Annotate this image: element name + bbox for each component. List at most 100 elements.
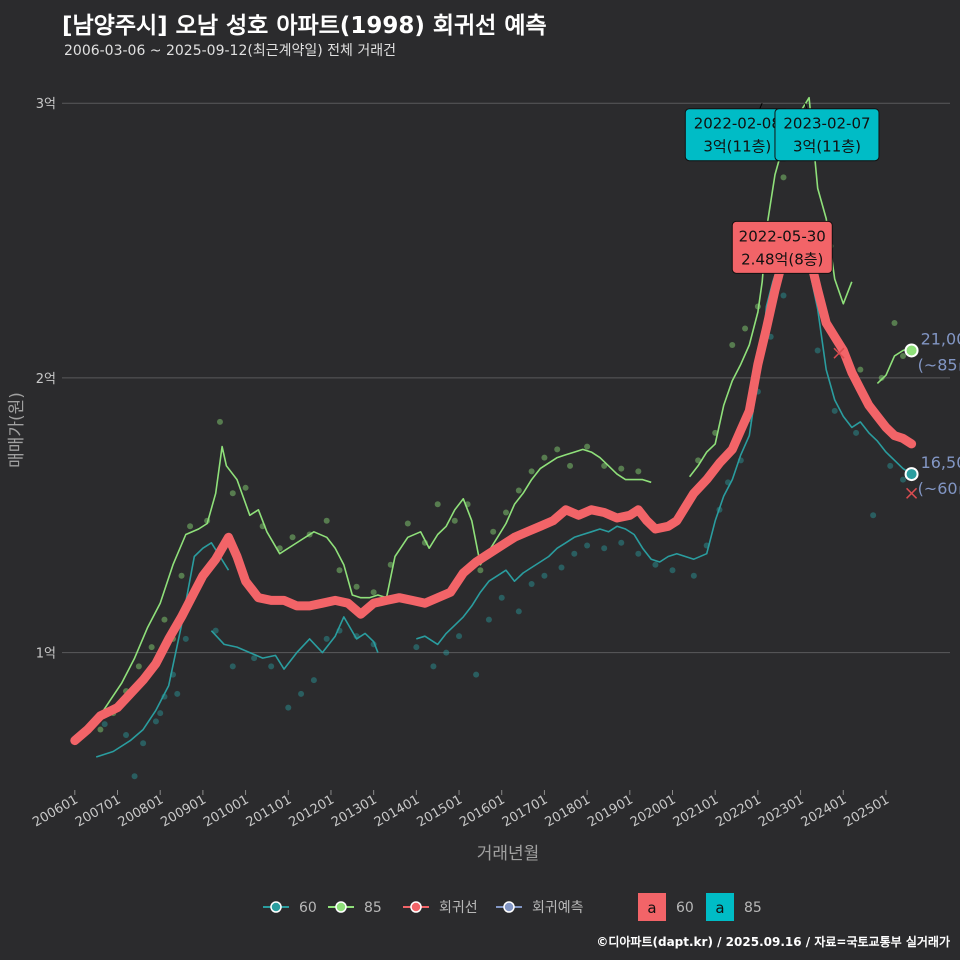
scatter-point-60 (101, 721, 108, 728)
y-tick-label: 3억 (36, 97, 56, 112)
end-area-label: (~85㎡) (918, 355, 960, 374)
scatter-point-85 (695, 457, 702, 464)
legend-marker-s85 (335, 901, 347, 913)
scatter-point-60 (140, 740, 147, 747)
annotation-price: 3억(11층) (793, 138, 861, 156)
annotation-date: 2023-02-07 (783, 115, 870, 133)
series-line-85 (95, 445, 652, 722)
scatter-point-85 (900, 352, 907, 359)
end-marker-s60 (904, 467, 919, 482)
scatter-point-60 (323, 635, 330, 642)
legend-marker-predict (503, 901, 515, 913)
scatter-point-60 (485, 616, 492, 623)
y-axis-label: 매매가(원) (7, 392, 27, 468)
scatter-point-85 (135, 663, 142, 670)
x-tick-label: 200901 (158, 792, 208, 830)
scatter-point-85 (404, 520, 411, 527)
scatter-point-85 (370, 589, 377, 596)
y-tick-label: 2억 (36, 372, 56, 387)
annotation-date: 2022-02-08 (694, 115, 781, 133)
series-lines (70, 96, 917, 758)
scatter-point-60 (528, 580, 535, 587)
scatter-point-60 (669, 567, 676, 574)
scatter-point-85 (178, 572, 185, 579)
x-tick-label: 201001 (201, 792, 251, 830)
scatter-point-60 (430, 663, 437, 670)
scatter-point-85 (161, 616, 168, 623)
scatter-point-85 (601, 462, 608, 469)
scatter-point-85 (451, 517, 458, 524)
scatter-point-60 (780, 292, 787, 299)
scatter-point-60 (152, 718, 159, 725)
annotation-box (731, 220, 833, 274)
legend-label: 회귀선 (439, 900, 478, 916)
scatter-point-85 (289, 534, 296, 541)
credit-footer: ©디아파트(dapt.kr) / 2025.09.16 / 자료=국토교통부 실… (596, 935, 950, 949)
series-line-60 (416, 250, 913, 646)
scatter-point-85 (490, 528, 497, 535)
scatter-point-85 (434, 501, 441, 508)
x-tick-label: 201601 (457, 792, 507, 830)
scatter-point-85 (857, 366, 864, 373)
scatter-point-85 (780, 174, 787, 181)
series-line-60 (95, 542, 230, 758)
chart-subtitle: 2006-03-06 ~ 2025-09-12(최근계약일) 전체 거래건 (64, 43, 396, 59)
scatter-point-60 (652, 561, 659, 568)
scatter-point-85 (618, 465, 625, 472)
series-line-60 (210, 616, 379, 670)
regression-line (70, 241, 917, 746)
scatter-point-60 (887, 462, 894, 469)
scatter-point-60 (123, 732, 130, 739)
end-area-label: (~60㎡) (918, 479, 960, 498)
scatter-point-60 (251, 655, 258, 662)
legend-label: 회귀예측 (532, 900, 584, 916)
x-tick-label: 201301 (329, 792, 379, 830)
legend: 60 85 회귀선 회귀예측 a 60 a 85 (263, 893, 762, 921)
scatter-point-85 (729, 341, 736, 348)
end-marker-s85 (904, 343, 919, 358)
x-tick-label: 201201 (286, 792, 336, 830)
scatter-point-60 (601, 545, 608, 552)
scatter-point-60 (558, 564, 565, 571)
legend-label: 85 (364, 900, 382, 916)
scatter-points (97, 113, 907, 780)
scatter-point-60 (182, 635, 189, 642)
scatter-point-85 (878, 374, 885, 381)
x-tick-label: 200601 (30, 792, 80, 830)
scatter-point-60 (635, 550, 642, 557)
legend-box-glyph: a (647, 899, 656, 917)
scatter-point-85 (515, 487, 522, 494)
end-value-label: 16,500 (921, 453, 960, 472)
end-value-label: 21,000 (921, 329, 960, 348)
legend-marker-s60 (270, 901, 282, 913)
legend-box-label: 85 (744, 900, 762, 916)
scatter-point-60 (298, 690, 305, 697)
scatter-point-60 (285, 704, 292, 711)
annotation-date: 2022-05-30 (739, 227, 826, 245)
scatter-point-85 (229, 490, 236, 497)
prediction-marker (833, 347, 845, 359)
scatter-point-85 (336, 567, 343, 574)
scatter-point-85 (567, 462, 574, 469)
annotation-box (774, 108, 880, 162)
scatter-point-60 (310, 677, 317, 684)
x-tick-label: 202001 (628, 792, 678, 830)
scatter-point-60 (413, 644, 420, 651)
x-tick-label: 201501 (415, 792, 465, 830)
legend-box-glyph: a (715, 899, 724, 917)
x-tick-label: 201901 (585, 792, 635, 830)
scatter-point-85 (477, 567, 484, 574)
scatter-point-60 (268, 663, 275, 670)
x-tick-label: 201101 (244, 792, 294, 830)
scatter-point-85 (187, 523, 194, 530)
scatter-point-60 (853, 429, 860, 436)
x-tick-label: 201801 (543, 792, 593, 830)
scatter-point-60 (229, 663, 236, 670)
x-tick-label: 200701 (73, 792, 123, 830)
scatter-point-85 (528, 468, 535, 475)
scatter-point-85 (353, 583, 360, 590)
scatter-point-85 (97, 726, 104, 733)
scatter-point-85 (541, 454, 548, 461)
annotation-price: 2.48억(8층) (741, 250, 823, 268)
